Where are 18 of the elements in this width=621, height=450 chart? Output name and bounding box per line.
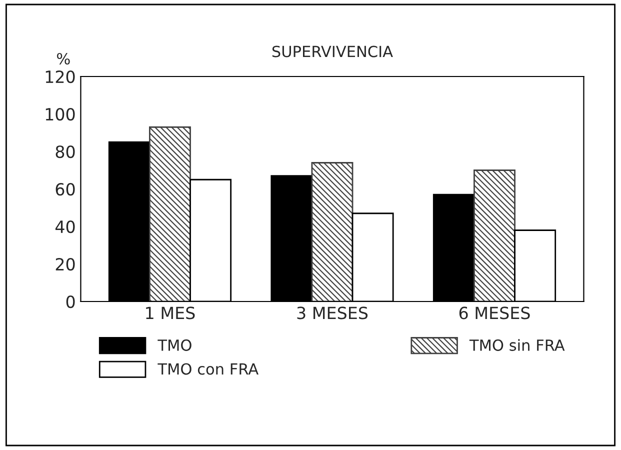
- y-tick-label: 20: [56, 258, 75, 271]
- bar: [148, 126, 191, 302]
- bar: [311, 162, 354, 302]
- legend-label: TMO sin FRA: [469, 339, 565, 351]
- bar: [474, 170, 516, 302]
- y-tick-label: 100: [46, 108, 75, 121]
- y-tick-label: 60: [56, 182, 75, 196]
- legend-label: TMO: [158, 339, 192, 351]
- chart-title: SUPERVIVENCIA: [272, 46, 393, 58]
- y-tick-label: 40: [55, 220, 75, 234]
- x-tick-label: 1 MES: [146, 306, 195, 320]
- y-tick-label: 0: [66, 295, 75, 308]
- y-tick-label: 80: [56, 145, 75, 158]
- y-axis-title: %: [56, 52, 70, 65]
- x-tick-label: 3 MESES: [297, 306, 368, 320]
- y-tick-label: 120: [46, 70, 75, 84]
- legend-label: TMO con FRA: [158, 363, 258, 375]
- x-tick-label: 6 MESES: [459, 306, 530, 320]
